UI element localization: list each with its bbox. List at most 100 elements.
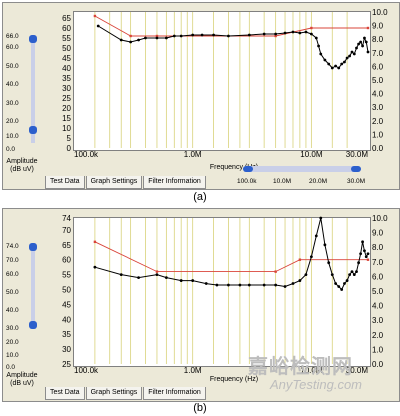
tab-graph-settings[interactable]: Graph Settings [85,387,143,400]
limit-point [298,258,302,261]
x-axis-title: Frequency (Hz) [209,164,259,171]
measurement-series-line [97,25,369,69]
data-point [350,50,354,54]
data-point [337,285,341,288]
amplitude-slider-bottom-handle[interactable] [29,126,37,134]
right-scale-label: 6.0 [372,62,384,71]
frequency-slider-left-handle[interactable] [243,166,253,172]
data-point [340,62,344,66]
data-point [238,283,242,287]
data-point [227,283,230,287]
right-scale-label: 0.0 [372,360,384,369]
data-point [359,40,363,44]
x-tick-label: 10.0M [300,150,323,159]
left-scale-label: 30.0 [6,325,19,332]
plot-area-b [73,217,371,367]
y-tick-label: 10 [62,124,71,133]
data-point [343,282,346,285]
data-point [93,265,97,269]
left-scale-label: 50.0 [6,63,19,70]
tab-filter-information[interactable]: Filter Information [143,387,206,400]
data-point [364,40,368,44]
right-scale-label: 2.0 [372,117,384,126]
data-point [291,282,295,285]
x-tick-label: 30.0M [346,150,369,159]
amplitude-slider-track[interactable] [31,35,35,143]
data-point [345,56,349,60]
amplitude-slider-top-handle[interactable] [29,35,37,43]
data-point [304,30,308,34]
right-scale-label: 5.0 [372,76,384,85]
x-tick-label: 1.0M [184,366,202,375]
data-point [330,273,334,277]
left-scale-top: 66.0 [6,33,19,40]
y-tick-label: 60 [62,256,71,265]
data-point [172,34,176,38]
left-scale-label: 50.0 [6,289,19,296]
data-point [334,282,337,285]
left-scale-label: 10.0 [6,352,19,359]
data-point [345,279,349,282]
data-point [298,279,302,282]
limit-point [274,34,277,38]
amplitude-slider-top-handle[interactable] [29,243,37,251]
data-point [179,279,183,282]
amplitude-slider-bottom-handle[interactable] [29,321,37,329]
right-scale-label: 4.0 [372,90,384,99]
data-point [179,34,183,38]
y-tick-label: 65 [62,14,71,23]
data-point [215,283,219,287]
right-scale-label: 6.0 [372,272,384,281]
data-point [309,32,313,36]
y-tick-label: 55 [62,34,71,43]
tab-test-data[interactable]: Test Data [45,387,85,400]
data-point [364,255,368,259]
tab-filter-information[interactable]: Filter Information [143,176,206,189]
watermark-cn: 嘉峪检测网 [248,356,353,378]
tab-bar-b: Test Data Graph Settings Filter Informat… [45,387,207,400]
y-tick-label: 30 [62,84,71,93]
data-point [227,34,230,38]
tab-test-data[interactable]: Test Data [45,176,85,189]
y-tick-label: 45 [62,54,71,63]
left-scale-label: 0.0 [6,146,16,153]
right-scale-label: 8.0 [372,243,384,252]
frequency-slider-track[interactable] [243,166,361,172]
left-scale-label: 20.0 [6,118,19,125]
left-scale-label: 0.0 [6,364,16,371]
y-tick-label: 30 [62,345,71,354]
y-axis-title: Amplitude (dB uV) [6,372,38,387]
data-point [200,33,204,37]
frequency-slider-label: 10.0M [273,178,292,185]
x-tick-label: 30.0M [346,366,369,375]
y-tick-label: 50 [62,44,71,53]
right-scale-label: 0.0 [372,144,384,153]
right-scale-label: 1.0 [372,130,384,139]
limit-point [366,26,370,30]
tab-graph-settings[interactable]: Graph Settings [85,176,143,189]
data-point [283,285,287,288]
left-scale-label: 10.0 [6,133,19,140]
right-scale-label: 7.0 [372,49,384,58]
limit-point [93,240,97,244]
right-scale-label: 4.0 [372,302,384,311]
frequency-slider-right-handle[interactable] [351,166,361,172]
data-point [361,240,364,244]
data-point [323,58,327,62]
data-point [247,283,251,287]
data-point [327,261,331,265]
data-point [314,36,318,40]
data-point [164,276,168,279]
y-tick-label: 5 [67,134,72,143]
data-point [262,283,266,287]
data-point [164,36,168,40]
data-point [340,288,344,291]
x-tick-label: 100.0k [74,366,99,375]
y-tick-label: 40 [62,315,71,324]
left-scale-label: 60.0 [6,44,19,51]
amplitude-slider-track[interactable] [31,243,35,329]
data-point [355,270,358,274]
data-point [204,282,208,285]
right-scale-label: 10.0 [372,8,388,17]
y-tick-label: 60 [62,24,71,33]
